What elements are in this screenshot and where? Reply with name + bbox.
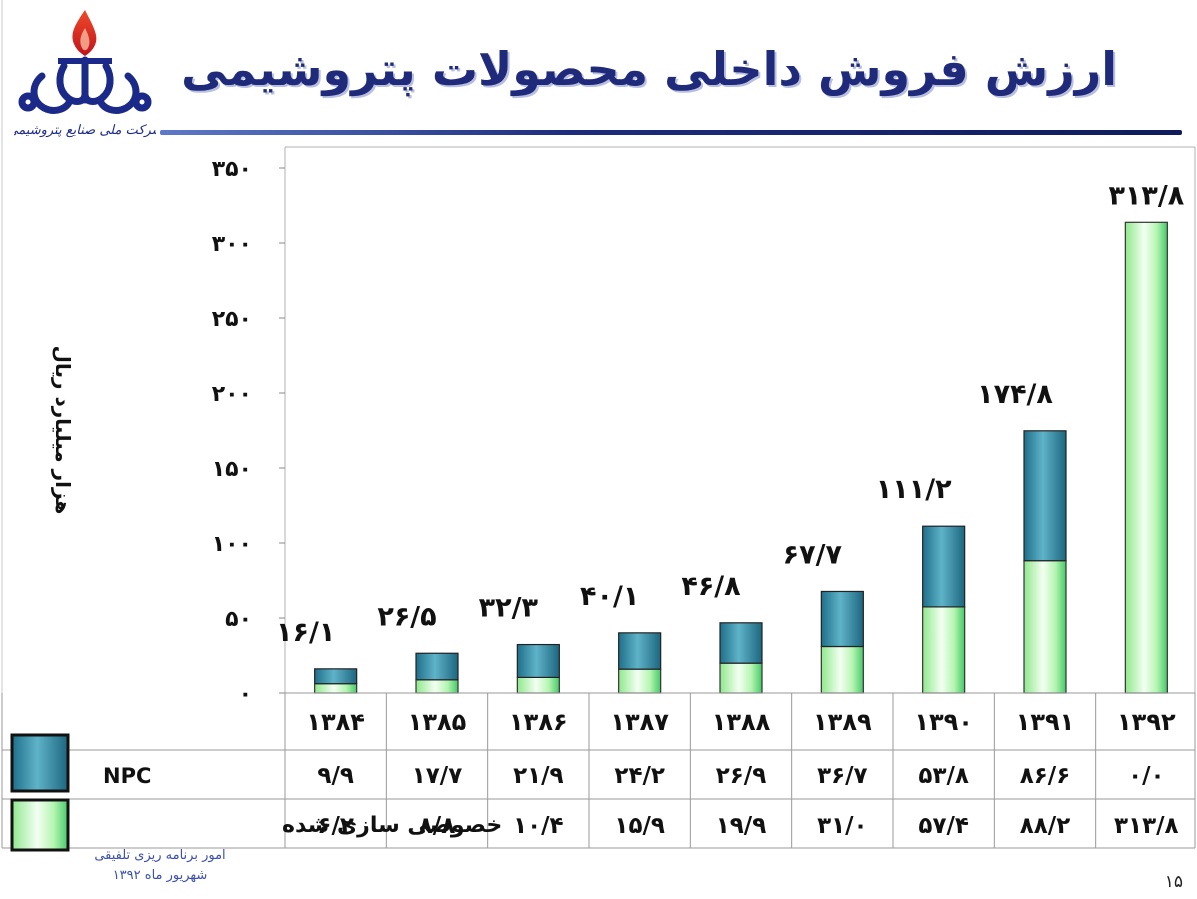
bar-npc-6 (922, 525, 966, 608)
logo-caption: شرکت ملی صنایع پتروشیمی (14, 123, 156, 138)
private-value-4: ۱۹/۹ (716, 813, 767, 839)
total-label-3: ۴۰/۱ (580, 581, 639, 612)
bar-npc-2 (516, 643, 560, 678)
bar-private-2 (516, 676, 560, 694)
emblem-icon (18, 56, 152, 114)
bar-private-4 (719, 662, 763, 694)
private-value-0: ۶/۲ (317, 813, 353, 839)
total-label-4: ۴۶/۸ (681, 571, 741, 602)
x-tick-label-7: ۱۳۹۱ (1016, 708, 1075, 736)
bar-private-7 (1023, 560, 1067, 694)
emblem-bar (58, 58, 112, 64)
footnote-line2: شهریور ماه ۱۳۹۲ (112, 868, 208, 883)
npc-value-4: ۲۶/۹ (716, 763, 767, 789)
x-tick-label-0: ۱۳۸۴ (306, 708, 365, 736)
x-tick-label-2: ۱۳۸۶ (509, 708, 568, 736)
total-label-1: ۲۶/۵ (377, 601, 436, 632)
total-label-7: ۱۷۴/۸ (977, 379, 1053, 410)
bar-private-6 (922, 606, 966, 694)
bar-private-5 (820, 645, 864, 694)
private-value-6: ۵۷/۴ (918, 813, 969, 839)
x-tick-label-3: ۱۳۸۷ (610, 708, 669, 736)
bar-private-1 (415, 679, 459, 694)
private-value-7: ۸۸/۲ (1020, 813, 1071, 839)
title-underline (160, 130, 1182, 135)
private-value-8: ۳۱۳/۸ (1114, 813, 1179, 839)
bar-npc-7 (1023, 430, 1067, 562)
bar-private-0 (314, 683, 358, 694)
y-tick-label: ۲۵۰ (212, 307, 252, 332)
npc-value-2: ۲۱/۹ (513, 763, 564, 789)
npc-value-0: ۹/۹ (317, 763, 353, 789)
legend-swatch-npc (10, 733, 70, 793)
y-tick-label: ۳۰۰ (212, 232, 252, 257)
private-value-2: ۱۰/۴ (513, 813, 564, 839)
y-tick-label: ۱۰۰ (212, 532, 252, 557)
x-tick-label-8: ۱۳۹۲ (1117, 708, 1176, 736)
x-tick-label-4: ۱۳۸۸ (712, 708, 771, 736)
footnote: امور برنامه ریزی تلفیقی شهریور ماه ۱۳۹۲ (80, 846, 240, 886)
npc-value-5: ۳۶/۷ (817, 763, 868, 789)
y-tick-label: ۵۰ (225, 607, 252, 632)
private-value-5: ۳۱/۰ (817, 813, 868, 839)
private-value-1: ۸/۸ (419, 813, 455, 839)
x-tick-label-5: ۱۳۸۹ (813, 708, 872, 736)
npc-value-8: ۰/۰ (1128, 763, 1164, 789)
total-label-2: ۳۲/۳ (479, 593, 539, 624)
page-title: ارزش فروش داخلی محصولات پتروشیمی (181, 42, 1117, 96)
legend-label-npc: NPC (103, 764, 151, 788)
private-value-3: ۱۵/۹ (614, 813, 665, 839)
page-number: ۱۵ (1164, 872, 1183, 892)
y-tick-label: ۳۵۰ (212, 157, 252, 182)
flame-icon (72, 10, 97, 56)
npc-value-1: ۱۷/۷ (412, 763, 463, 789)
legend-label-private: خصوصی سازی شده (282, 813, 502, 838)
total-label-0: ۱۶/۱ (276, 617, 335, 648)
bar-npc-3 (618, 632, 662, 670)
npc-value-3: ۲۴/۲ (614, 763, 665, 789)
bar-npc-4 (719, 622, 763, 664)
y-tick-label: ۲۰۰ (212, 382, 252, 407)
legend-swatch-private (10, 798, 70, 852)
footnote-line1: امور برنامه ریزی تلفیقی (94, 848, 226, 863)
y-tick-label: ۱۵۰ (212, 457, 252, 482)
bar-npc-5 (820, 590, 864, 648)
bar-npc-1 (415, 652, 459, 681)
y-axis-label: هزار میلیارد ریال (51, 346, 75, 515)
npc-value-7: ۸۶/۶ (1020, 763, 1071, 789)
x-tick-label-6: ۱۳۹۰ (914, 708, 973, 736)
total-label-8: ۳۱۳/۸ (1108, 180, 1184, 211)
x-tick-label-1: ۱۳۸۵ (408, 708, 467, 736)
bar-npc-0 (314, 668, 358, 685)
y-tick-label: ۰ (239, 682, 252, 707)
bar-private-3 (618, 668, 662, 694)
total-label-6: ۱۱۱/۲ (876, 474, 952, 505)
npc-logo: شرکت ملی صنایع پتروشیمی (14, 10, 156, 138)
bar-private-8 (1124, 221, 1168, 694)
total-label-5: ۶۷/۷ (783, 539, 843, 570)
npc-value-6: ۵۳/۸ (918, 763, 969, 789)
